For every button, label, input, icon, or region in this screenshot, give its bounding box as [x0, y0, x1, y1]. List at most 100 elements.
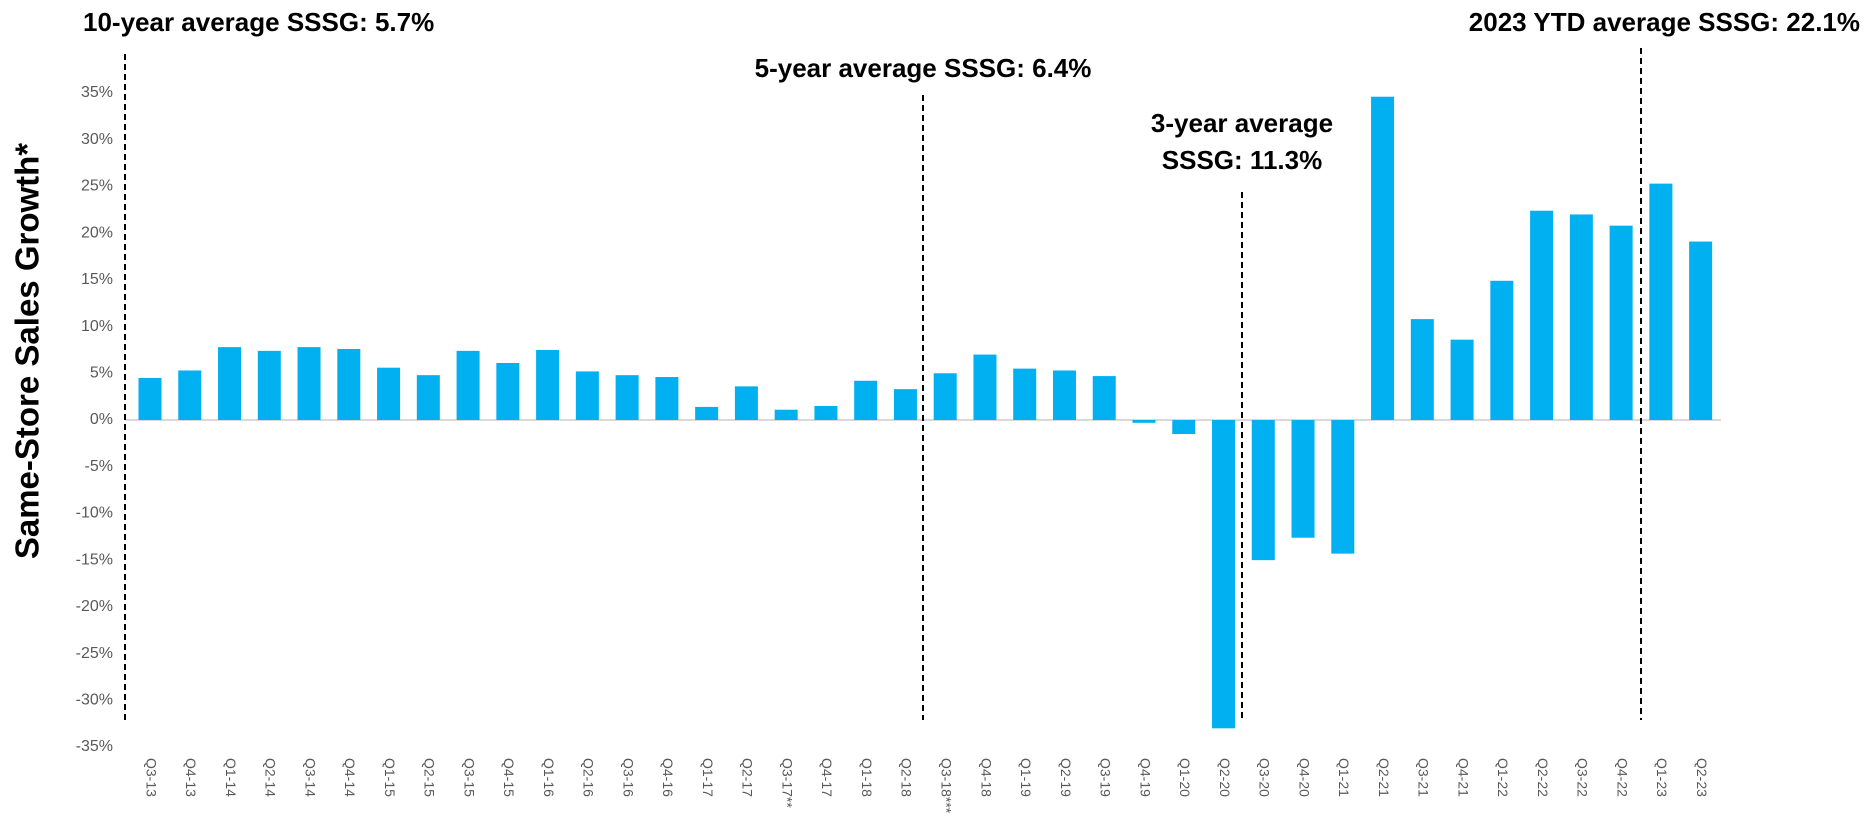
- x-tick-label: Q3-14: [302, 758, 318, 797]
- bar: [1569, 214, 1593, 420]
- x-tick-label: Q3-18***: [938, 758, 954, 814]
- x-tick-label: Q3-15: [461, 758, 477, 797]
- bar: [695, 406, 719, 420]
- annotation: 3-year average: [1151, 108, 1333, 138]
- y-tick-label: 35%: [81, 84, 113, 101]
- x-tick-label: Q4-16: [660, 758, 676, 797]
- x-tick-label: Q2-22: [1535, 758, 1551, 797]
- annotation: 10-year average SSSG: 5.7%: [83, 7, 434, 37]
- x-tick-label: Q1-21: [1336, 758, 1352, 797]
- x-tick-label: Q4-15: [501, 758, 517, 797]
- bar: [416, 375, 440, 420]
- y-tick-label: -35%: [76, 738, 113, 755]
- x-tick-label: Q1-16: [541, 758, 557, 797]
- bar: [575, 371, 599, 420]
- bar: [1410, 319, 1434, 420]
- x-tick-label: Q1-18: [859, 758, 875, 797]
- x-tick-label: Q3-22: [1575, 758, 1591, 797]
- annotation: SSSG: 11.3%: [1162, 145, 1322, 175]
- x-tick-label: Q1-19: [1018, 758, 1034, 797]
- bar: [1212, 420, 1236, 729]
- bar: [1052, 370, 1076, 420]
- x-tick-label: Q4-18: [978, 758, 994, 797]
- bar: [138, 377, 162, 420]
- bar: [1530, 210, 1554, 420]
- bar: [536, 349, 560, 420]
- y-tick-label: -15%: [76, 551, 113, 568]
- bar: [1132, 420, 1156, 423]
- x-tick-label: Q2-18: [899, 758, 915, 797]
- bar: [774, 409, 798, 420]
- bar: [1291, 420, 1315, 538]
- bar: [1649, 183, 1673, 420]
- bar: [1172, 420, 1196, 435]
- x-tick-label: Q4-19: [1137, 758, 1153, 797]
- x-tick-label: Q2-16: [581, 758, 597, 797]
- x-tick-label: Q4-17: [819, 758, 835, 797]
- x-tick-label: Q2-15: [422, 758, 438, 797]
- y-tick-label: 10%: [81, 318, 113, 335]
- x-tick-label: Q1-14: [223, 758, 239, 797]
- bar: [1689, 241, 1713, 420]
- x-tick-label: Q1-23: [1654, 758, 1670, 797]
- y-tick-label: 20%: [81, 224, 113, 241]
- x-tick-label: Q2-23: [1694, 758, 1710, 797]
- bar: [218, 347, 242, 420]
- bar: [377, 367, 401, 420]
- y-axis-title: Same-Store Sales Growth*: [9, 143, 46, 559]
- bar: [1609, 225, 1633, 420]
- x-tick-label: Q3-17**: [779, 758, 795, 808]
- bar: [1331, 420, 1355, 554]
- x-tick-label: Q3-13: [143, 758, 159, 797]
- bar: [337, 348, 361, 420]
- x-tick-label: Q1-22: [1495, 758, 1511, 797]
- x-tick-label: Q3-19: [1098, 758, 1114, 797]
- annotation: 5-year average SSSG: 6.4%: [755, 53, 1092, 83]
- x-tick-label: Q1-15: [382, 758, 398, 797]
- y-tick-label: -10%: [76, 505, 113, 522]
- x-tick-label: Q2-21: [1376, 758, 1392, 797]
- bar: [615, 375, 639, 420]
- bar: [178, 370, 202, 420]
- y-tick-label: -30%: [76, 692, 113, 709]
- bar: [1450, 339, 1474, 420]
- bar: [496, 363, 520, 420]
- bar: [297, 347, 321, 420]
- bar: [973, 354, 997, 420]
- bar: [854, 380, 878, 420]
- bar: [814, 405, 838, 420]
- bar: [1092, 376, 1116, 420]
- x-tick-label: Q2-17: [740, 758, 756, 797]
- bar: [1251, 420, 1275, 561]
- bar: [456, 350, 480, 420]
- x-tick-label: Q3-16: [620, 758, 636, 797]
- y-tick-label: -5%: [85, 458, 113, 475]
- annotation: 2023 YTD average SSSG: 22.1%: [1469, 7, 1860, 37]
- bar: [1490, 280, 1514, 420]
- y-tick-label: 30%: [81, 131, 113, 148]
- y-tick-label: -20%: [76, 598, 113, 615]
- y-tick-label: 25%: [81, 178, 113, 195]
- y-tick-label: 15%: [81, 271, 113, 288]
- x-tick-label: Q2-20: [1217, 758, 1233, 797]
- x-tick-label: Q4-21: [1455, 758, 1471, 797]
- y-tick-label: -25%: [76, 645, 113, 662]
- y-tick-label: 0%: [90, 411, 113, 428]
- bar: [734, 386, 758, 420]
- x-tick-label: Q1-17: [700, 758, 716, 797]
- x-tick-label: Q4-13: [183, 758, 199, 797]
- x-tick-label: Q2-19: [1058, 758, 1074, 797]
- bar: [655, 377, 679, 420]
- x-tick-label: Q2-14: [263, 758, 279, 797]
- bar: [257, 350, 281, 420]
- bar: [1013, 368, 1037, 420]
- bar: [933, 373, 957, 420]
- x-tick-label: Q4-14: [342, 758, 358, 797]
- x-tick-label: Q3-21: [1416, 758, 1432, 797]
- x-tick-label: Q3-20: [1257, 758, 1273, 797]
- x-tick-label: Q4-20: [1296, 758, 1312, 797]
- x-tick-label: Q4-22: [1614, 758, 1630, 797]
- x-tick-label: Q1-20: [1177, 758, 1193, 797]
- bar: [1371, 96, 1395, 420]
